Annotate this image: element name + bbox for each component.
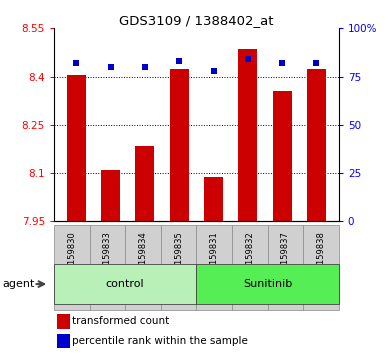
Bar	[67, 75, 86, 221]
Text: GSM159835: GSM159835	[174, 232, 183, 282]
Point	[73, 60, 79, 66]
Title: GDS3109 / 1388402_at: GDS3109 / 1388402_at	[119, 14, 274, 27]
Bar	[54, 225, 90, 310]
Bar	[57, 334, 70, 348]
Text: agent: agent	[2, 279, 34, 289]
Bar	[170, 69, 189, 221]
Bar	[196, 225, 232, 310]
Bar	[54, 264, 196, 304]
Bar	[196, 264, 339, 304]
Bar	[57, 314, 70, 329]
Bar	[161, 225, 196, 310]
Bar	[204, 177, 223, 221]
Point	[142, 64, 148, 70]
Bar	[307, 69, 326, 221]
Text: percentile rank within the sample: percentile rank within the sample	[72, 336, 248, 346]
Point	[107, 64, 114, 70]
Text: GSM159833: GSM159833	[103, 232, 112, 282]
Text: Sunitinib: Sunitinib	[243, 279, 292, 289]
Text: GSM159832: GSM159832	[245, 232, 254, 282]
Point	[245, 56, 251, 62]
Bar	[268, 225, 303, 310]
Bar	[125, 225, 161, 310]
Point	[279, 60, 285, 66]
Text: GSM159831: GSM159831	[210, 232, 219, 282]
Bar	[303, 225, 339, 310]
Text: transformed count: transformed count	[72, 316, 170, 326]
Bar	[101, 170, 120, 221]
Text: GSM159830: GSM159830	[67, 232, 76, 282]
Bar	[232, 225, 268, 310]
Text: control: control	[106, 279, 144, 289]
Point	[211, 68, 217, 74]
Text: GSM159838: GSM159838	[316, 232, 325, 282]
Text: GSM159834: GSM159834	[139, 232, 147, 282]
Point	[176, 58, 182, 64]
Bar	[238, 49, 257, 221]
Point	[313, 60, 320, 66]
Bar	[273, 91, 291, 221]
Text: GSM159837: GSM159837	[281, 232, 290, 282]
Bar	[90, 225, 125, 310]
Bar	[136, 146, 154, 221]
